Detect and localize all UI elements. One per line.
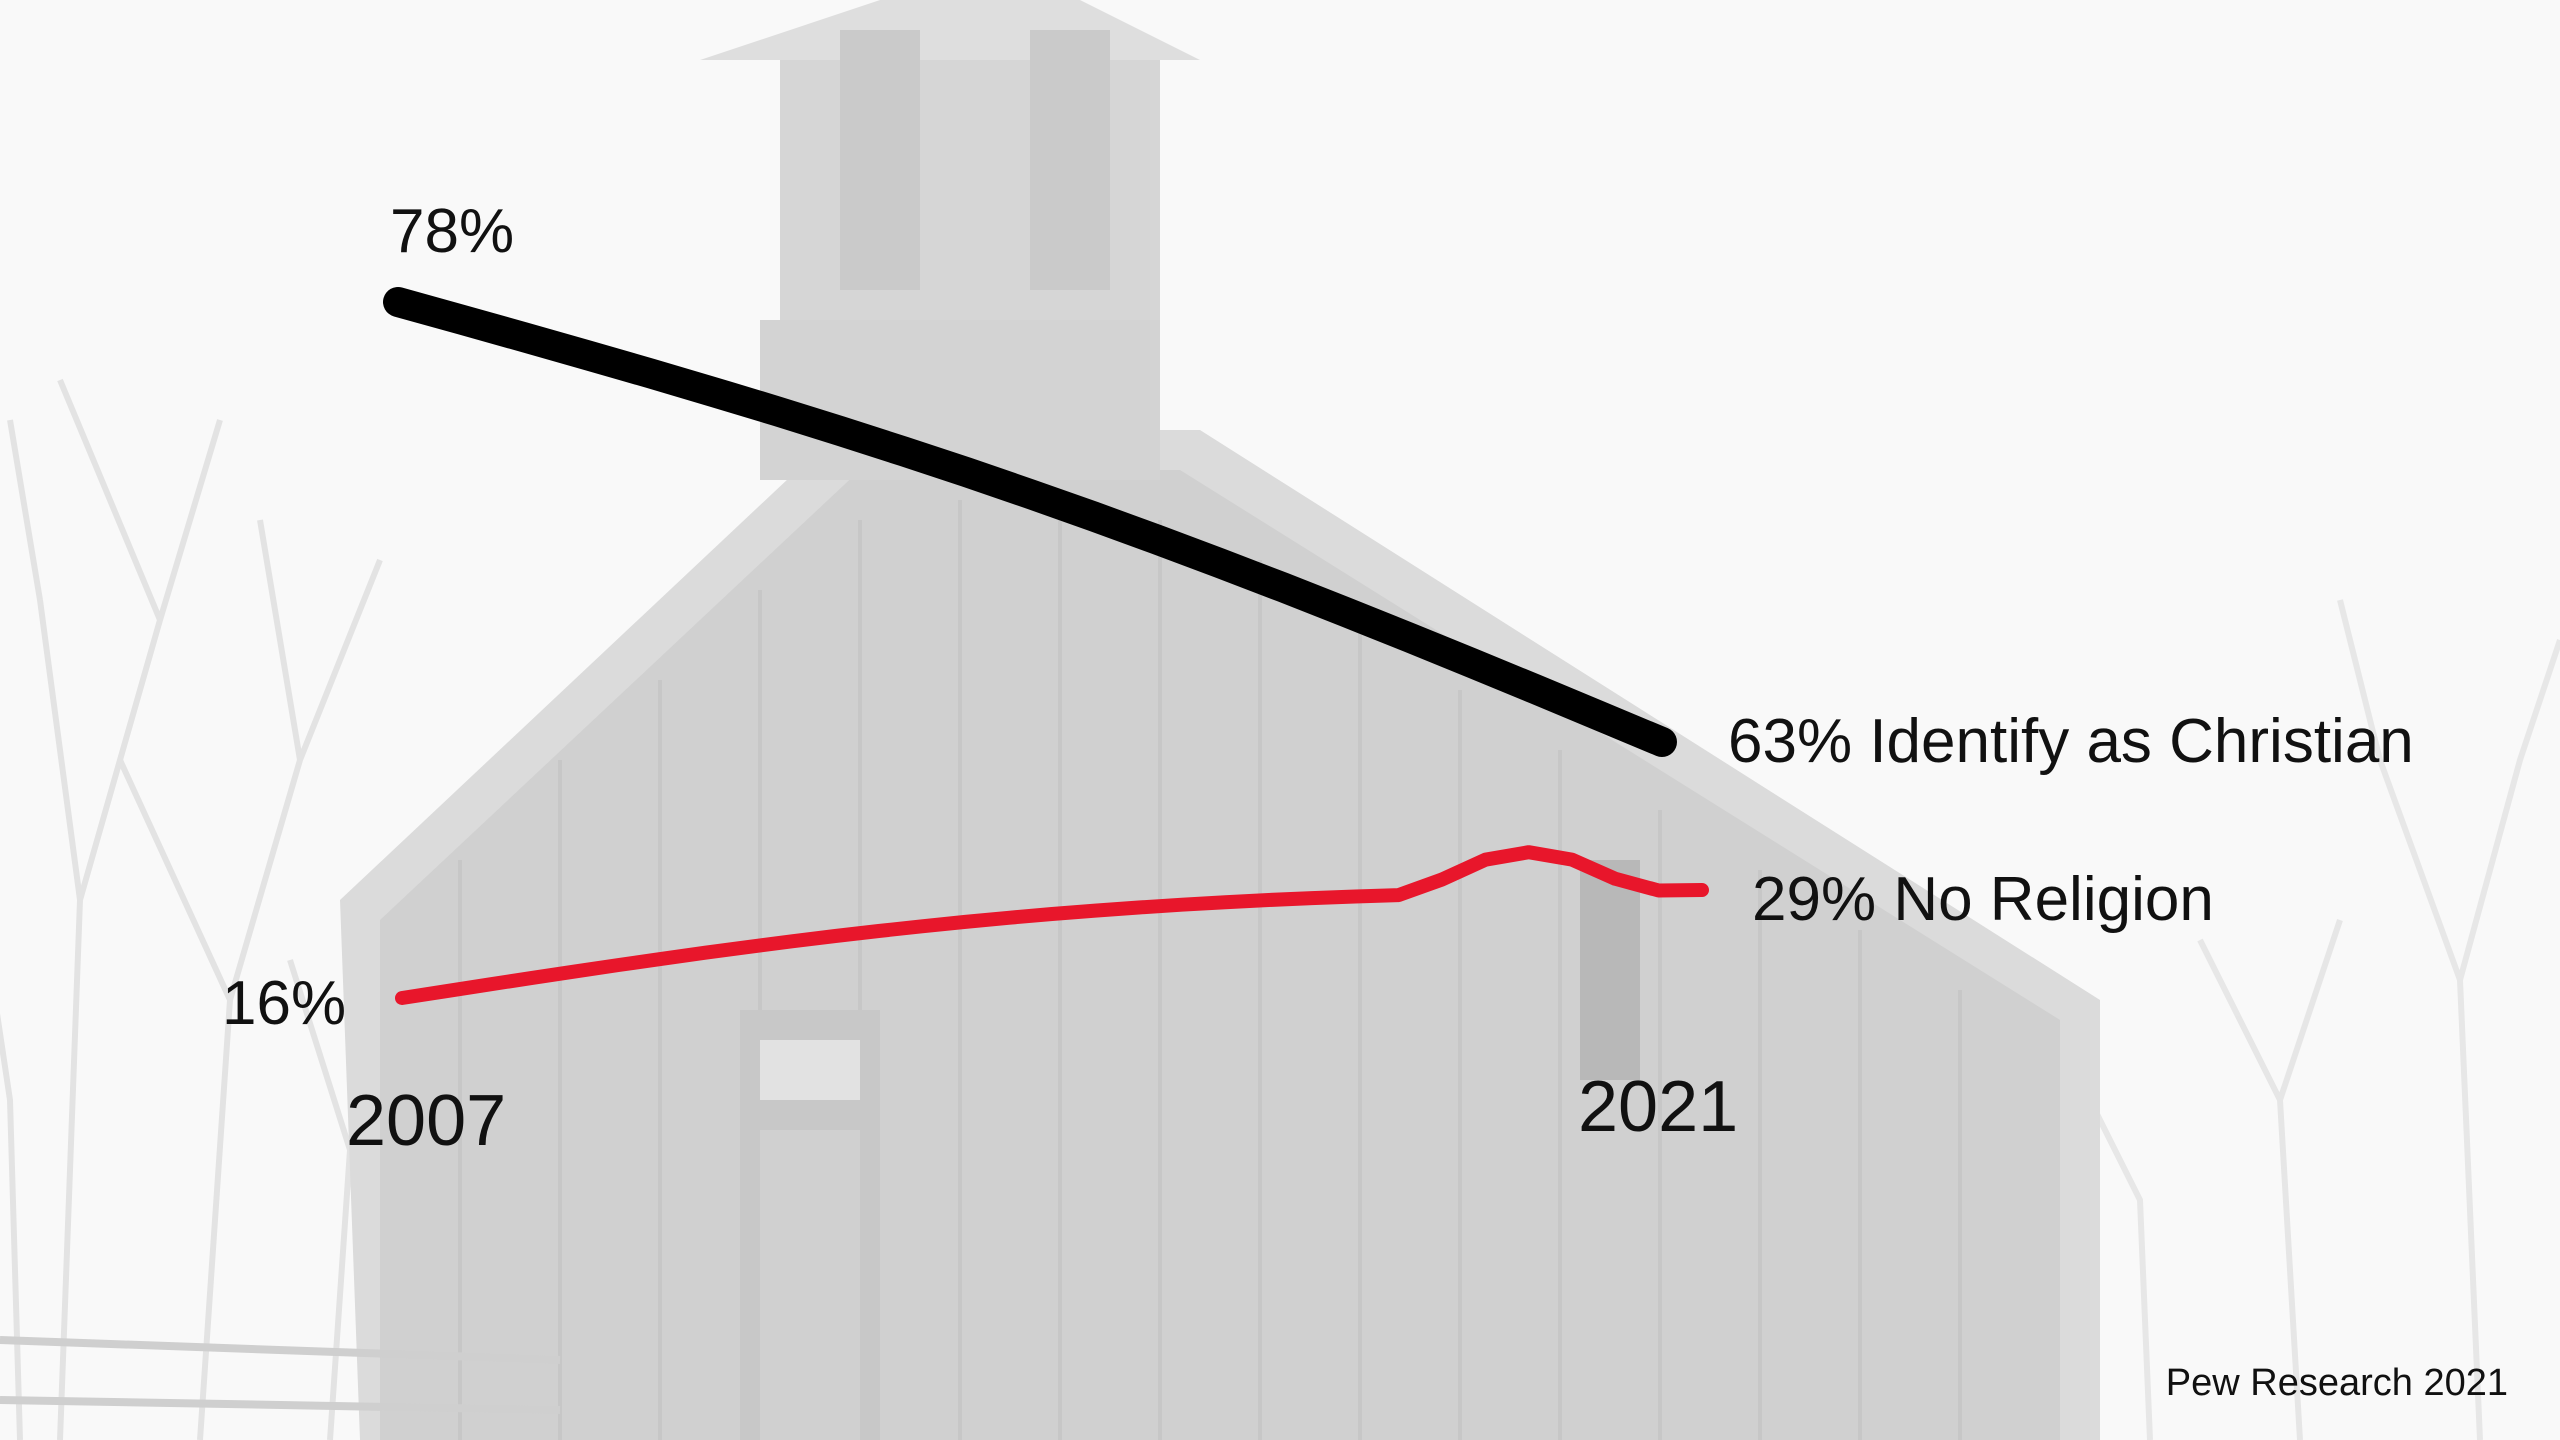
series-line-no-religion [395,845,1709,1005]
x-start-year-label: 2007 [346,1081,507,1161]
christian-start-label: 78% [390,197,515,266]
christian-end-label: 63% Identify as Christian [1728,707,2414,776]
no-religion-start-label: 16% [222,969,347,1038]
source-caption: Pew Research 2021 [2165,1362,2508,1404]
no-religion-end-label: 29% No Religion [1752,865,2214,934]
series-line-christian [383,287,1677,757]
x-end-year-label: 2021 [1578,1067,1739,1147]
